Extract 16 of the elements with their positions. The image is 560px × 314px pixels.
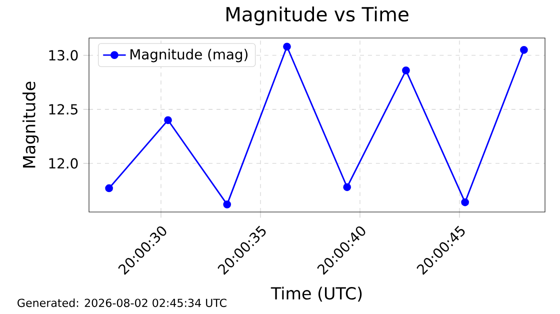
point (402, 66, 410, 74)
point (520, 46, 528, 54)
y-tick-label: 12.0 (49, 158, 78, 169)
point (343, 183, 352, 192)
legend-label: Magnitude (mag) (130, 48, 248, 62)
point (283, 42, 291, 51)
point (105, 184, 113, 192)
point (164, 116, 172, 124)
point (223, 200, 232, 208)
chart-title: Magnitude vs Time (226, 6, 408, 26)
y-tick-label: 13.0 (49, 50, 78, 61)
y-axis-title: Magnitude (22, 82, 39, 168)
y-tick-label: 12.5 (49, 104, 78, 115)
text: Generated: 2026-08-02 02:45:34 UTC (18, 298, 226, 308)
x-axis-title: Time (UTC) (270, 286, 362, 302)
point (461, 198, 469, 206)
